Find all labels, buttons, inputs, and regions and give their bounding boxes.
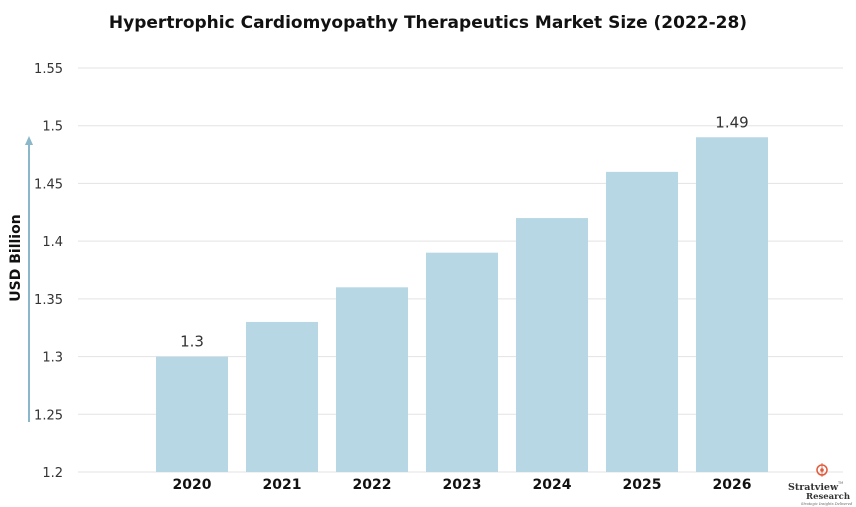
- data-label: 1.3: [180, 333, 204, 351]
- logo-trademark: TM: [837, 481, 843, 485]
- y-axis-arrowhead: [25, 136, 33, 145]
- stratview-logo: Stratview TM Research Strategic Insights…: [788, 463, 853, 506]
- x-axis-ticks: 2020 2021 2022 2023 2024 2025 2026: [173, 477, 752, 493]
- chart-title: Hypertrophic Cardiomyopathy Therapeutics…: [109, 13, 747, 33]
- x-tick-label: 2025: [623, 477, 662, 493]
- y-tick-label: 1.2: [42, 466, 63, 481]
- bars: [156, 137, 768, 472]
- data-label: 1.49: [715, 113, 748, 131]
- bar-2021: [246, 321, 318, 472]
- y-tick-label: 1.45: [34, 177, 63, 192]
- bar-2023: [426, 252, 498, 472]
- logo-name: Stratview: [788, 482, 839, 493]
- x-tick-label: 2026: [713, 477, 752, 493]
- logo-tagline: Strategic Insights Delivered: [801, 502, 853, 506]
- x-tick-label: 2023: [443, 477, 482, 493]
- data-labels: 1.3 1.49: [180, 113, 749, 350]
- x-tick-label: 2020: [173, 477, 212, 493]
- y-tick-label: 1.25: [34, 408, 63, 423]
- bar-2020: [156, 356, 228, 472]
- x-tick-label: 2024: [533, 477, 572, 493]
- x-tick-label: 2022: [353, 477, 392, 493]
- y-axis-label: USD Billion: [8, 214, 24, 301]
- bar-2022: [336, 287, 408, 472]
- logo-subtitle: Research: [806, 492, 850, 502]
- bar-2024: [516, 218, 588, 472]
- bar-2025: [606, 171, 678, 472]
- y-tick-label: 1.5: [42, 120, 63, 135]
- y-tick-label: 1.55: [34, 62, 63, 77]
- y-axis-ticks: 1.2 1.25 1.3 1.35 1.4 1.45 1.5 1.55: [34, 62, 63, 481]
- y-tick-label: 1.4: [42, 235, 63, 250]
- y-tick-label: 1.35: [34, 293, 63, 308]
- bar-2026: [696, 137, 768, 472]
- x-tick-label: 2021: [263, 477, 302, 493]
- y-tick-label: 1.3: [42, 351, 63, 366]
